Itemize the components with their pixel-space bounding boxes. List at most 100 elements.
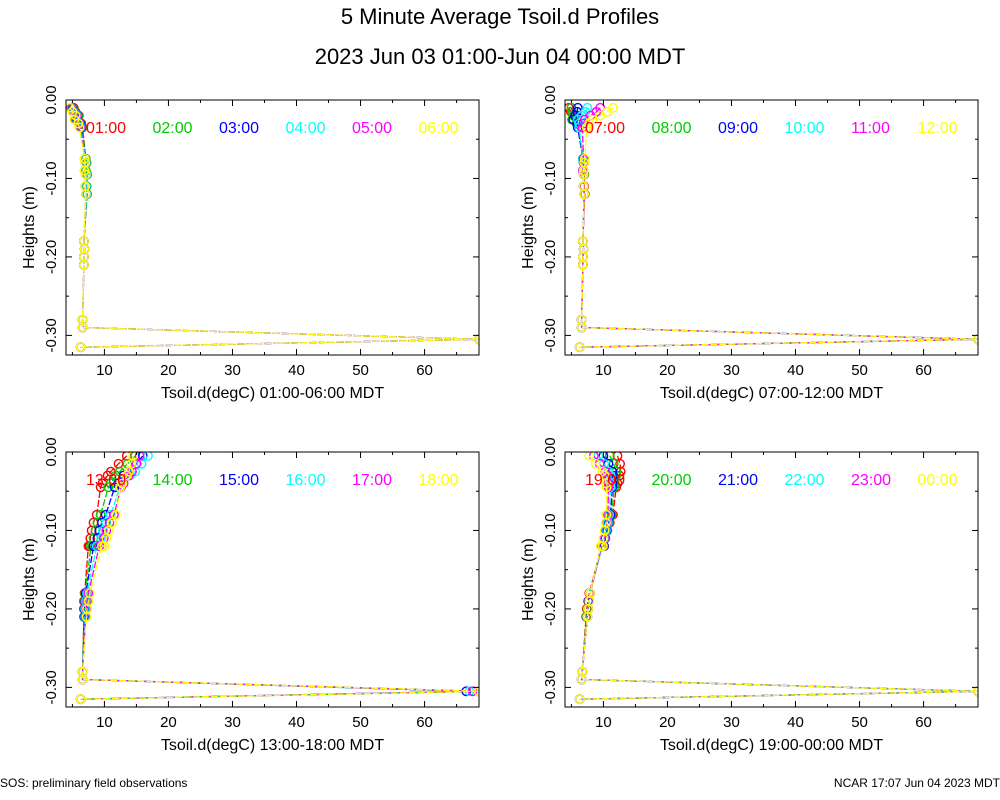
plot-frame bbox=[564, 451, 979, 708]
plot-frame bbox=[564, 99, 979, 356]
x-tick-label: 10 bbox=[595, 714, 612, 731]
y-tick-label: 0.00 bbox=[43, 437, 60, 466]
data-point bbox=[121, 470, 132, 481]
data-point bbox=[584, 452, 595, 461]
x-tick-label: 60 bbox=[915, 714, 932, 731]
chart-panel-4: 19:00 20:00 21:00 22:00 23:00 00:00 10 20 30 40 50… bbox=[520, 437, 979, 754]
legend-label: 09:00 bbox=[718, 120, 758, 137]
series-line-1900 bbox=[579, 455, 978, 700]
y-tick-label: 0.00 bbox=[43, 85, 60, 114]
x-tick-label: 10 bbox=[96, 714, 113, 731]
y-tick-label: -0.30 bbox=[43, 670, 60, 704]
data-point bbox=[81, 611, 92, 622]
y-axis-label: Heights (m) bbox=[21, 186, 38, 269]
legend-label: 04:00 bbox=[286, 120, 326, 137]
y-tick-label: 0.00 bbox=[542, 437, 559, 466]
x-tick-label: 10 bbox=[595, 362, 612, 379]
plot-frame bbox=[65, 99, 480, 356]
x-tick-label: 50 bbox=[851, 714, 868, 731]
plot-series-group bbox=[574, 452, 978, 705]
data-point bbox=[77, 322, 88, 333]
legend-label: 00:00 bbox=[918, 472, 958, 489]
x-tick-label: 60 bbox=[416, 362, 433, 379]
plot-frame bbox=[65, 451, 480, 708]
data-point bbox=[109, 482, 120, 493]
x-tick-label: 10 bbox=[96, 362, 113, 379]
data-point bbox=[578, 169, 589, 180]
x-tick-label: 30 bbox=[224, 714, 241, 731]
y-tick-label: -0.10 bbox=[43, 513, 60, 547]
data-point bbox=[74, 122, 85, 133]
data-point bbox=[581, 122, 592, 133]
x-tick-label: 60 bbox=[915, 362, 932, 379]
data-point bbox=[601, 482, 612, 493]
data-point bbox=[590, 458, 601, 469]
legend-label: 15:00 bbox=[219, 472, 259, 489]
data-point bbox=[111, 509, 121, 520]
series-line-1800 bbox=[80, 455, 479, 700]
series-line-0800 bbox=[570, 107, 978, 348]
data-point bbox=[576, 674, 587, 685]
x-tick-label: 30 bbox=[723, 714, 740, 731]
y-tick-label: -0.20 bbox=[542, 592, 559, 626]
x-tick-label: 20 bbox=[160, 362, 177, 379]
y-axis-label: Heights (m) bbox=[520, 186, 537, 269]
y-tick-label: -0.20 bbox=[542, 240, 559, 274]
chart-panel-3: 13:00 14:00 15:00 16:00 17:00 18:00 10 20 30 40 50… bbox=[21, 437, 480, 754]
x-axis-label: Tsoil.d(degC) 07:00-12:00 MDT bbox=[660, 385, 883, 402]
legend-label: 12:00 bbox=[918, 120, 958, 137]
footer-timestamp: NCAR 17:07 Jun 04 2023 MDT bbox=[833, 776, 1000, 790]
y-tick-label: -0.10 bbox=[542, 161, 559, 195]
data-point bbox=[97, 541, 107, 552]
series-line-1000 bbox=[577, 107, 978, 348]
plot-series-group bbox=[75, 452, 479, 705]
series-line-1100 bbox=[579, 107, 978, 348]
y-tick-label: -0.10 bbox=[542, 513, 559, 547]
x-tick-label: 30 bbox=[723, 362, 740, 379]
legend-label: 21:00 bbox=[718, 472, 758, 489]
series-line-0100 bbox=[73, 107, 479, 348]
legend-label: 19:00 bbox=[585, 472, 625, 489]
x-axis-label: Tsoil.d(degC) 13:00-18:00 MDT bbox=[161, 737, 384, 754]
page-subtitle: 2023 Jun 03 01:00-Jun 04 00:00 MDT bbox=[314, 44, 686, 69]
x-tick-label: 50 bbox=[352, 714, 369, 731]
data-point bbox=[79, 259, 89, 270]
legend-label: 03:00 bbox=[219, 120, 259, 137]
plot-series-group bbox=[565, 102, 978, 353]
series-line-1500 bbox=[80, 455, 467, 700]
series-line-1400 bbox=[80, 455, 479, 700]
y-tick-label: -0.20 bbox=[43, 592, 60, 626]
legend-label: 01:00 bbox=[86, 120, 126, 137]
series-line-0400 bbox=[70, 107, 479, 348]
data-point bbox=[115, 482, 126, 493]
x-tick-label: 30 bbox=[224, 362, 241, 379]
x-tick-label: 40 bbox=[288, 362, 305, 379]
chart-panel-1: 01:00 02:00 03:00 04:00 05:00 06:00 10 20 30 40 50… bbox=[21, 85, 480, 402]
data-point bbox=[595, 110, 606, 121]
series-line-2200 bbox=[579, 455, 978, 700]
y-tick-label: 0.00 bbox=[542, 85, 559, 114]
legend-label: 02:00 bbox=[153, 120, 193, 137]
x-tick-label: 60 bbox=[416, 714, 433, 731]
y-tick-label: -0.30 bbox=[43, 318, 60, 352]
data-point bbox=[596, 541, 606, 552]
series-line-0700 bbox=[568, 107, 978, 348]
data-point bbox=[80, 189, 91, 200]
data-point bbox=[574, 694, 585, 705]
legend-label: 22:00 bbox=[785, 472, 825, 489]
data-point bbox=[576, 322, 587, 333]
legend-label: 14:00 bbox=[153, 472, 193, 489]
y-tick-label: -0.30 bbox=[542, 318, 559, 352]
data-point bbox=[574, 342, 585, 353]
data-point bbox=[579, 189, 590, 200]
legend-label: 16:00 bbox=[286, 472, 326, 489]
x-tick-label: 40 bbox=[288, 714, 305, 731]
data-point bbox=[579, 153, 590, 164]
series-line-0500 bbox=[69, 107, 479, 348]
x-tick-label: 20 bbox=[160, 714, 177, 731]
data-point bbox=[73, 118, 84, 129]
x-axis-label: Tsoil.d(degC) 01:00-06:00 MDT bbox=[161, 385, 384, 402]
x-tick-label: 50 bbox=[851, 362, 868, 379]
y-axis-label: Heights (m) bbox=[21, 538, 38, 621]
